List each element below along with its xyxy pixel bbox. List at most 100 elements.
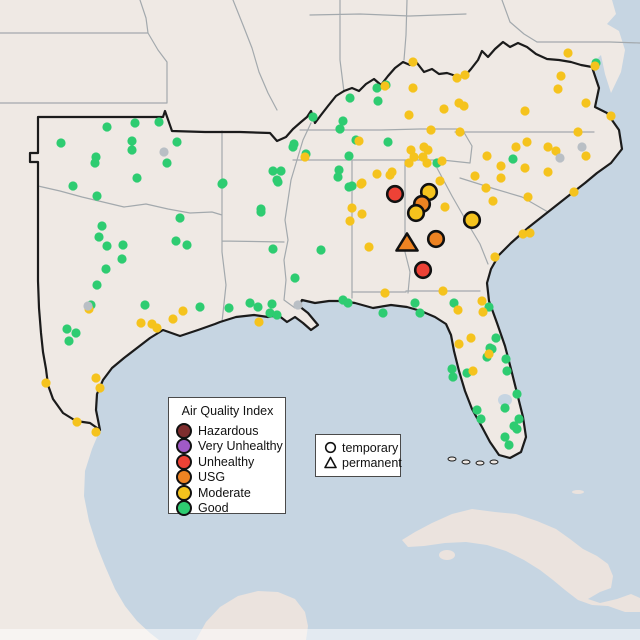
station-dot-good[interactable] [290,273,300,283]
station-dot-good[interactable] [372,83,382,93]
station-dot-moderate[interactable] [437,156,447,166]
station-dot-good[interactable] [500,432,510,442]
station-dot-good[interactable] [62,324,72,334]
station-dot-good[interactable] [501,354,511,364]
station-dot-moderate[interactable] [477,296,487,306]
temporary-station-marker-unhealthy[interactable] [413,260,433,280]
station-dot-moderate[interactable] [254,317,264,327]
station-dot-moderate[interactable] [385,170,395,180]
station-dot-good[interactable] [335,124,345,134]
station-dot-good[interactable] [130,118,140,128]
station-dot-moderate[interactable] [452,73,462,83]
station-dot-good[interactable] [383,137,393,147]
station-dot-moderate[interactable] [523,192,533,202]
station-dot-good[interactable] [140,300,150,310]
station-dot-good[interactable] [56,138,66,148]
station-dot-moderate[interactable] [408,57,418,67]
station-dot-moderate[interactable] [347,203,357,213]
station-dot-good[interactable] [218,178,228,188]
station-dot-good[interactable] [373,96,383,106]
station-dot-moderate[interactable] [404,158,414,168]
station-dot-moderate[interactable] [91,427,101,437]
station-dot-good[interactable] [102,122,112,132]
station-dot-good[interactable] [154,117,164,127]
station-dot-moderate[interactable] [590,61,600,71]
station-dot-good[interactable] [162,158,172,168]
station-dot-moderate[interactable] [481,183,491,193]
station-dot-good[interactable] [127,136,137,146]
station-dot-moderate[interactable] [522,137,532,147]
station-dot-moderate[interactable] [357,209,367,219]
station-dot-good[interactable] [410,298,420,308]
station-dot-good[interactable] [127,145,137,155]
station-dot-moderate[interactable] [136,318,146,328]
station-dot-good[interactable] [94,232,104,242]
station-dot-good[interactable] [491,333,501,343]
station-dot-good[interactable] [504,440,514,450]
station-dot-moderate[interactable] [606,111,616,121]
station-dot-moderate[interactable] [511,142,521,152]
station-dot-moderate[interactable] [454,339,464,349]
station-dot-good[interactable] [273,177,283,187]
station-dot-moderate[interactable] [435,176,445,186]
station-dot-moderate[interactable] [460,70,470,80]
station-dot-moderate[interactable] [372,169,382,179]
station-dot-good[interactable] [182,240,192,250]
station-dot-good[interactable] [68,181,78,191]
station-dot-good[interactable] [256,207,266,217]
station-dot-good[interactable] [276,166,286,176]
station-dot-good[interactable] [345,93,355,103]
station-dot-good[interactable] [502,366,512,376]
station-dot-moderate[interactable] [423,145,433,155]
station-dot-good[interactable] [268,244,278,254]
station-dot-nodata[interactable] [293,300,303,310]
station-dot-good[interactable] [71,328,81,338]
station-dot-good[interactable] [92,280,102,290]
station-dot-good[interactable] [92,191,102,201]
station-dot-good[interactable] [343,298,353,308]
station-dot-nodata[interactable] [83,301,93,311]
station-dot-good[interactable] [90,158,100,168]
station-dot-good[interactable] [344,182,354,192]
station-dot-nodata[interactable] [159,147,169,157]
station-dot-good[interactable] [316,245,326,255]
station-dot-good[interactable] [118,240,128,250]
station-dot-good[interactable] [447,364,457,374]
station-dot-moderate[interactable] [459,101,469,111]
station-dot-moderate[interactable] [345,216,355,226]
station-dot-good[interactable] [449,298,459,308]
station-dot-good[interactable] [344,151,354,161]
station-dot-moderate[interactable] [439,104,449,114]
station-dot-good[interactable] [171,236,181,246]
station-dot-moderate[interactable] [453,305,463,315]
station-dot-good[interactable] [415,308,425,318]
temporary-station-marker-unhealthy[interactable] [385,184,405,204]
station-dot-moderate[interactable] [525,228,535,238]
station-dot-moderate[interactable] [543,167,553,177]
station-dot-good[interactable] [117,254,127,264]
station-dot-moderate[interactable] [422,158,432,168]
station-dot-moderate[interactable] [581,151,591,161]
station-dot-good[interactable] [64,336,74,346]
station-dot-moderate[interactable] [553,84,563,94]
station-dot-moderate[interactable] [496,161,506,171]
station-dot-moderate[interactable] [496,173,506,183]
station-dot-moderate[interactable] [354,136,364,146]
station-dot-good[interactable] [338,116,348,126]
station-dot-moderate[interactable] [478,307,488,317]
station-dot-good[interactable] [132,173,142,183]
station-dot-moderate[interactable] [356,179,366,189]
station-dot-good[interactable] [514,414,524,424]
station-dot-moderate[interactable] [520,163,530,173]
temporary-station-marker-moderate[interactable] [406,203,426,223]
station-dot-good[interactable] [268,166,278,176]
station-dot-moderate[interactable] [95,383,105,393]
station-dot-moderate[interactable] [470,171,480,181]
station-dot-good[interactable] [272,310,282,320]
station-dot-good[interactable] [195,302,205,312]
station-dot-good[interactable] [500,403,510,413]
station-dot-moderate[interactable] [168,314,178,324]
station-dot-moderate[interactable] [380,81,390,91]
station-dot-moderate[interactable] [364,242,374,252]
